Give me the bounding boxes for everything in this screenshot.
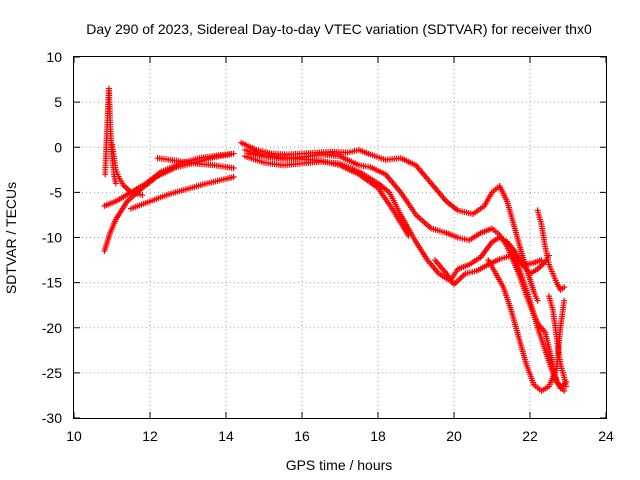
x-tick-label: 20 [446, 428, 462, 444]
x-tick-label: 14 [218, 428, 234, 444]
x-tick-label: 16 [294, 428, 310, 444]
data-point [561, 297, 568, 304]
y-tick-label: 10 [46, 49, 62, 65]
x-axis-label: GPS time / hours [286, 457, 393, 473]
y-tick-label: -20 [42, 320, 62, 336]
y-tick-label: -30 [42, 410, 62, 426]
data-points [101, 85, 570, 394]
data-point [561, 387, 568, 394]
data-point [112, 180, 119, 187]
x-tick-label: 24 [598, 428, 614, 444]
data-point [230, 174, 237, 181]
y-axis-label: SDTVAR / TECUs [3, 182, 19, 294]
y-tick-label: -15 [42, 275, 62, 291]
data-point [561, 284, 568, 291]
x-tick-label: 12 [142, 428, 158, 444]
y-tick-label: -5 [50, 184, 63, 200]
y-tick-label: -25 [42, 365, 62, 381]
data-point [563, 383, 570, 390]
x-tick-label: 10 [66, 428, 82, 444]
plot-frame [73, 56, 607, 419]
data-point [534, 297, 541, 304]
axis-ticks: 10 12 14 16 18 20 22 24 10 5 0 -5 -10 -15 -20 -25 -30 [42, 49, 614, 444]
y-tick-label: -10 [42, 230, 62, 246]
y-tick-label: 5 [54, 94, 62, 110]
data-point [538, 257, 545, 264]
data-point [230, 165, 237, 172]
x-tick-label: 18 [370, 428, 386, 444]
data-point [139, 192, 146, 199]
data-point [230, 150, 237, 157]
data-point [405, 232, 412, 239]
x-tick-label: 22 [522, 428, 538, 444]
y-tick-label: 0 [54, 139, 62, 155]
chart-title: Day 290 of 2023, Sidereal Day-to-day VTE… [86, 21, 592, 37]
